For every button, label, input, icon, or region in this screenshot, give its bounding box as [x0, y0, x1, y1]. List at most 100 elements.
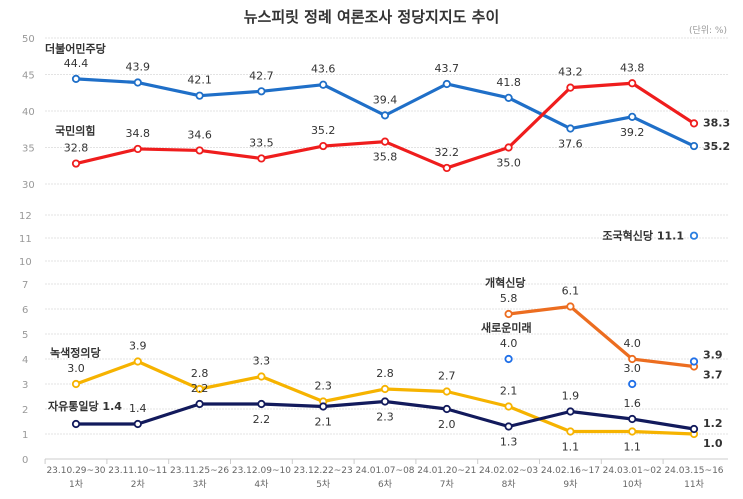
- data-label: 43.7: [435, 62, 460, 75]
- data-point: [442, 404, 451, 414]
- y-tick-label: 35: [22, 144, 35, 155]
- data-label: 3.7: [703, 369, 723, 382]
- data-point: [257, 399, 266, 409]
- data-label: 42.1: [187, 74, 212, 87]
- data-point: [195, 384, 204, 394]
- data-label: 2.1: [314, 416, 332, 429]
- x-tick-round: 11차: [684, 478, 704, 490]
- data-label: 39.4: [373, 93, 398, 106]
- data-label: 6.1: [562, 285, 580, 298]
- data-point: [71, 419, 81, 429]
- data-label: 35.2: [311, 124, 336, 137]
- x-tick-round: 9차: [563, 478, 578, 490]
- data-point: [504, 309, 513, 319]
- data-label: 2.8: [376, 367, 394, 380]
- data-point: [442, 163, 451, 173]
- data-point: [689, 119, 699, 128]
- x-tick-round: 8차: [502, 478, 517, 490]
- data-point: [689, 357, 699, 366]
- data-point: [257, 154, 266, 163]
- data-point: [195, 399, 204, 409]
- data-label: 3.9: [129, 340, 147, 353]
- unit-note: (단위: %): [688, 26, 727, 36]
- data-label: 1.6: [623, 397, 641, 410]
- data-point: [628, 414, 637, 424]
- x-tick-label: 24.02.16~17: [541, 466, 600, 476]
- y-tick-label: 10: [19, 257, 32, 268]
- data-label: 32.8: [64, 142, 89, 155]
- data-label: 1.3: [500, 436, 518, 449]
- y-tick-label: 30: [22, 180, 35, 191]
- data-label: 2.1: [500, 385, 518, 398]
- data-label: 1.2: [703, 417, 723, 430]
- data-label: 43.9: [126, 61, 151, 74]
- data-point: [133, 419, 142, 429]
- data-label: 43.8: [620, 61, 645, 74]
- data-point: [566, 302, 575, 311]
- data-point: [257, 372, 266, 381]
- y-tick-label: 4: [22, 355, 28, 366]
- y-tick-label: 12: [19, 211, 32, 222]
- series-name-label: 녹색정의당: [50, 346, 101, 360]
- data-label: 34.8: [126, 127, 151, 140]
- data-point: [195, 146, 204, 155]
- data-point: [566, 83, 575, 92]
- data-point: [689, 424, 699, 434]
- x-tick-round: 6차: [378, 478, 393, 490]
- data-point: [257, 87, 266, 96]
- series-name-label: 조국혁신당 11.1: [602, 229, 684, 243]
- data-label: 2.7: [438, 370, 456, 383]
- series-name-label: 자유통일당 1.4: [48, 399, 122, 413]
- data-point: [71, 74, 81, 83]
- data-label: 44.4: [64, 57, 89, 70]
- data-point: [628, 427, 637, 436]
- data-point: [71, 379, 81, 389]
- x-tick-round: 7차: [440, 478, 455, 490]
- data-point: [504, 354, 513, 364]
- data-label: 2.3: [314, 380, 332, 393]
- x-tick-label: 24.02.02~03: [479, 466, 538, 476]
- data-label: 2.2: [253, 413, 271, 426]
- data-label: 1.0: [703, 437, 723, 450]
- x-tick-round: 4차: [254, 478, 269, 490]
- data-label: 37.6: [558, 138, 583, 151]
- data-label: 2.2: [191, 382, 209, 395]
- data-point: [195, 91, 204, 100]
- y-tick-label: 7: [22, 280, 28, 291]
- y-tick-label: 40: [22, 107, 35, 118]
- data-label: 2.3: [376, 411, 394, 424]
- data-label: 34.6: [187, 128, 212, 141]
- x-tick-label: 23.12.22~23: [294, 466, 353, 476]
- data-label: 3.0: [623, 362, 641, 375]
- data-label: 33.5: [249, 136, 274, 149]
- x-tick-round: 5차: [316, 478, 331, 490]
- data-label: 2.8: [191, 367, 209, 380]
- x-tick-label: 24.03.15~16: [664, 466, 723, 476]
- y-tick-label: 2: [22, 405, 28, 416]
- data-label: 1.4: [129, 402, 147, 415]
- data-point: [71, 159, 81, 168]
- y-tick-label: 5: [22, 330, 28, 341]
- data-label: 4.0: [500, 337, 518, 350]
- data-point: [319, 141, 328, 151]
- data-label: 43.6: [311, 63, 336, 76]
- data-label: 43.2: [558, 66, 583, 79]
- data-point: [628, 379, 637, 389]
- data-point: [380, 384, 390, 394]
- data-point: [504, 422, 513, 431]
- data-label: 3.9: [703, 349, 723, 362]
- data-label: 4.0: [623, 337, 641, 350]
- y-tick-label: 50: [22, 34, 35, 45]
- data-label: 1.9: [562, 390, 580, 403]
- y-tick-label: 11: [19, 234, 32, 245]
- y-tick-label: 1: [22, 430, 28, 441]
- data-label: 38.3: [703, 116, 730, 129]
- data-point: [566, 124, 575, 133]
- data-point: [319, 402, 328, 411]
- data-point: [442, 79, 451, 89]
- series-name-label: 국민의힘: [55, 123, 95, 137]
- data-point: [628, 112, 637, 121]
- series-name-label: 더불어민주당: [45, 42, 106, 56]
- data-label: 35.0: [496, 157, 521, 170]
